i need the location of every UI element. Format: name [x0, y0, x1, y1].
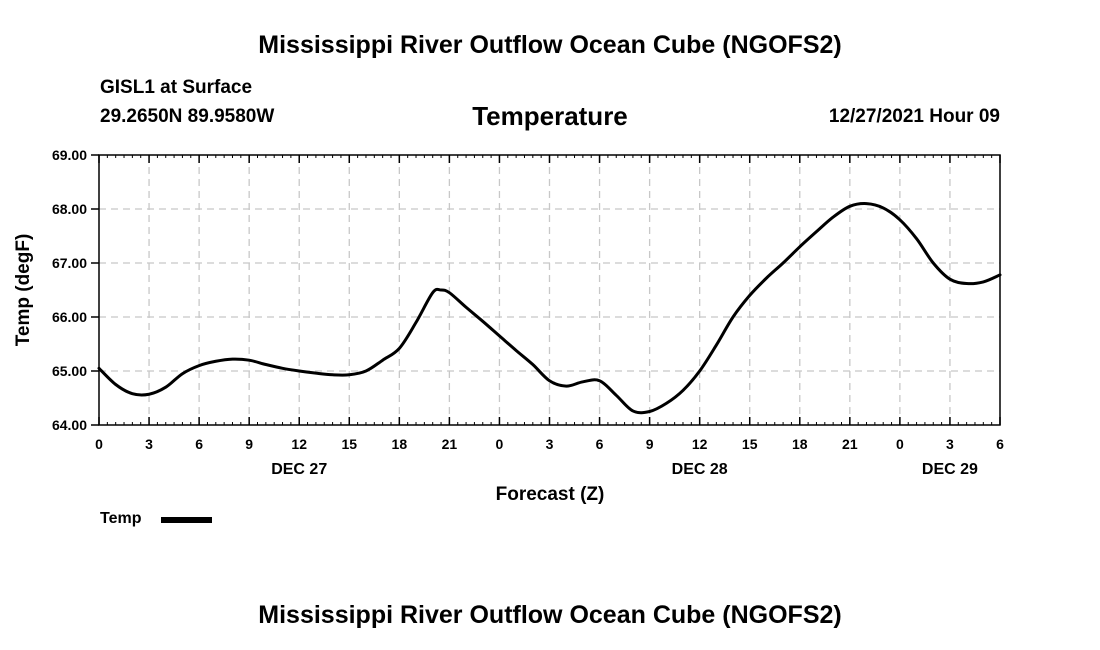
temp-series-line [97, 202, 1002, 415]
x-tick-label: 0 [896, 436, 904, 452]
x-tick-label: 6 [596, 436, 604, 452]
x-tick-label: 9 [245, 436, 253, 452]
x-day-label: DEC 28 [672, 461, 728, 478]
x-tick-label: 0 [496, 436, 504, 452]
y-axis-label: Temp (degF) [13, 234, 34, 347]
y-tick-label: 66.00 [52, 309, 87, 325]
x-tick-label: 9 [646, 436, 654, 452]
x-tick-label: 18 [392, 436, 408, 452]
chart-main-title: Mississippi River Outflow Ocean Cube (NG… [258, 31, 842, 59]
x-tick-label: 6 [195, 436, 203, 452]
x-tick-label: 15 [341, 436, 357, 452]
y-tick-label: 68.00 [52, 201, 87, 217]
forecast-datetime: 12/27/2021 Hour 09 [828, 106, 1000, 127]
x-axis-label: Forecast (Z) [496, 484, 605, 505]
x-day-label: DEC 27 [271, 461, 327, 478]
x-tick-label: 3 [946, 436, 954, 452]
y-tick-label: 65.00 [52, 363, 87, 379]
footer-title: Mississippi River Outflow Ocean Cube (NG… [258, 601, 842, 629]
x-tick-label: 6 [996, 436, 1004, 452]
x-tick-label: 3 [145, 436, 153, 452]
x-tick-label: 0 [95, 436, 103, 452]
x-tick-label: 3 [546, 436, 554, 452]
x-tick-label: 12 [692, 436, 708, 452]
legend-label: Temp [100, 510, 142, 527]
x-tick-label: 18 [792, 436, 808, 452]
x-tick-label: 12 [291, 436, 307, 452]
station-name: GISL1 at Surface [100, 77, 253, 98]
station-coordinates: 29.2650N 89.9580W [100, 106, 275, 127]
x-tick-label: 21 [442, 436, 458, 452]
y-tick-label: 69.00 [52, 147, 87, 163]
x-tick-label: 21 [842, 436, 858, 452]
x-day-label: DEC 29 [922, 461, 978, 478]
legend-line-swatch [161, 517, 212, 523]
x-tick-label: 15 [742, 436, 758, 452]
y-tick-label: 64.00 [52, 417, 87, 433]
y-tick-label: 67.00 [52, 255, 87, 271]
chart-title: Temperature [472, 101, 628, 131]
